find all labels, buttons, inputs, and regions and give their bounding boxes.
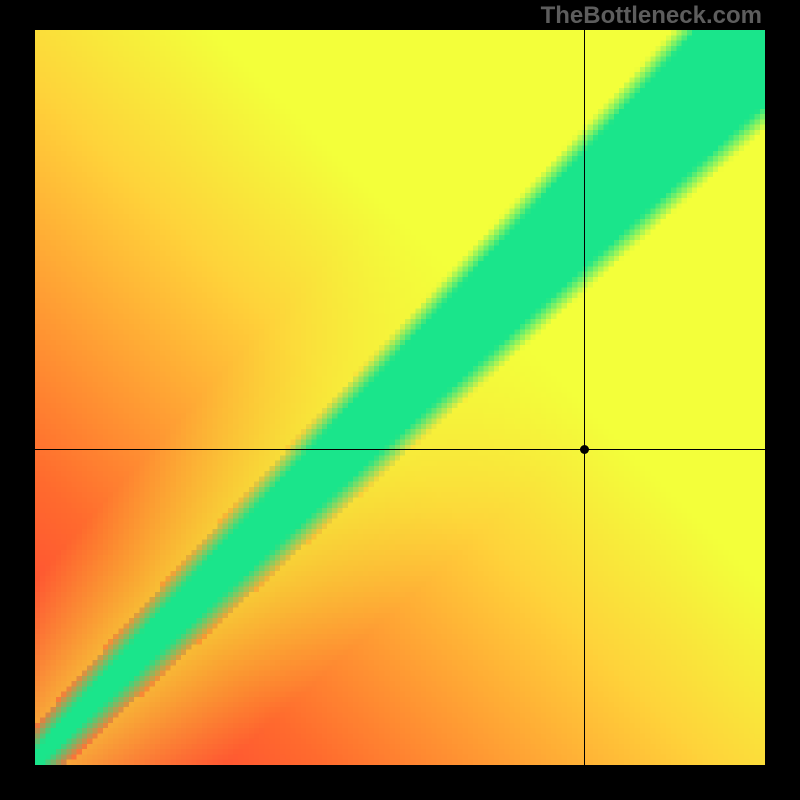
watermark-text: TheBottleneck.com	[541, 2, 762, 30]
plot-area	[35, 30, 765, 765]
crosshair-horizontal	[35, 449, 765, 450]
heatmap-canvas	[35, 30, 765, 765]
crosshair-vertical	[584, 30, 585, 765]
